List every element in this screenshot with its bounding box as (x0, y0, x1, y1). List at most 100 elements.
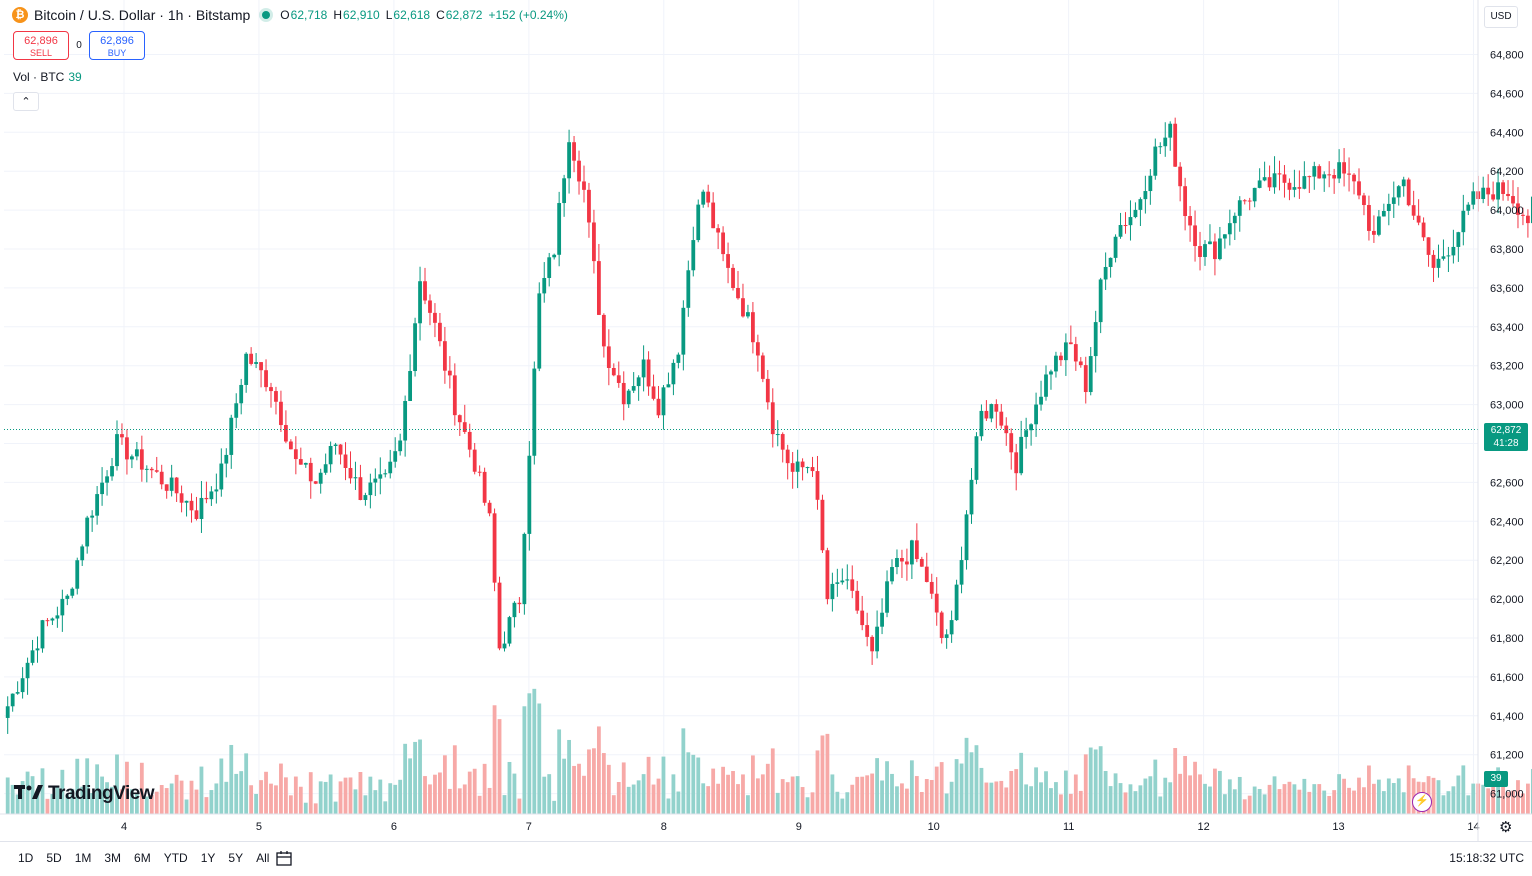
candle-body (343, 454, 348, 468)
volume-bar (1044, 771, 1048, 814)
range-all[interactable]: All (256, 851, 270, 865)
candle-body (751, 312, 755, 343)
volume-bar (636, 780, 641, 814)
volume-bar (1168, 782, 1173, 814)
time-tick-label: 10 (928, 821, 940, 833)
range-5y[interactable]: 5Y (228, 851, 244, 865)
volume-bar (895, 786, 899, 814)
volume-bar (80, 786, 85, 814)
range-1d[interactable]: 1D (18, 851, 34, 865)
candle-body (552, 254, 557, 258)
symbol-header: ₿ Bitcoin / U.S. Dollar · 1h · Bitstamp … (12, 7, 568, 23)
candle-body (537, 293, 542, 369)
time-tick-label: 11 (1063, 821, 1074, 833)
volume-bar (229, 744, 234, 814)
buy-button[interactable]: 62,896 BUY (89, 31, 145, 60)
candle-body (40, 620, 45, 649)
volume-bar (865, 775, 870, 814)
range-6m[interactable]: 6M (134, 851, 151, 865)
volume-bar (1213, 768, 1217, 814)
volume-bar (1267, 784, 1272, 814)
volume-bar (1198, 774, 1202, 814)
time-tick-label: 6 (391, 821, 397, 833)
candle-body (1317, 166, 1322, 179)
volume-bar (1526, 783, 1530, 814)
candle-body (1178, 166, 1183, 187)
candle-body (1496, 182, 1500, 200)
volume-bar (751, 755, 755, 814)
volume-bar (433, 774, 437, 814)
candle-body (408, 371, 413, 402)
volume-bar (1083, 754, 1088, 814)
range-5d[interactable]: 5D (46, 851, 62, 865)
candle-body (621, 382, 626, 405)
candle-body (497, 582, 502, 649)
volume-bar (1357, 777, 1361, 814)
candle-body (293, 449, 298, 460)
volume-bar (90, 793, 95, 814)
volume-bar (686, 752, 691, 814)
volume-bar (1302, 778, 1307, 814)
price-tick-label: 64,200 (1490, 166, 1524, 178)
candle-body (418, 281, 422, 324)
candle-body (1188, 216, 1192, 226)
candle-body (1039, 396, 1043, 405)
volume-bar (1019, 752, 1024, 814)
market-status-icon[interactable] (262, 11, 271, 19)
volume-bar (731, 771, 735, 814)
volume-bar (919, 792, 924, 814)
volume-bar (880, 780, 884, 814)
candle-body (219, 463, 224, 490)
volume-legend[interactable]: Vol · BTC 39 (13, 70, 82, 84)
volume-bar (547, 774, 552, 814)
volume-bars (5, 688, 1532, 814)
gear-icon[interactable]: ⚙ (1499, 819, 1513, 836)
candle-body (1242, 200, 1247, 202)
range-1y[interactable]: 1Y (200, 851, 216, 865)
volume-bar (696, 757, 701, 814)
volume-bar (835, 791, 840, 814)
candle-body (1059, 355, 1063, 361)
candle-body (1461, 210, 1466, 233)
candle-body (1034, 404, 1038, 425)
candle-body (741, 298, 745, 317)
range-3m[interactable]: 3M (104, 851, 122, 865)
volume-bar (65, 795, 70, 814)
price-tick-label: 63,800 (1490, 244, 1524, 256)
volume-bar (284, 777, 288, 814)
currency-selector[interactable]: USD (1484, 6, 1518, 28)
volume-bar (1496, 767, 1500, 814)
volume-bar (1034, 767, 1038, 814)
lightning-icon[interactable]: ⚡ (1412, 792, 1432, 812)
candle-body (1247, 200, 1252, 202)
change-value: +152 (+0.24%) (488, 8, 568, 22)
symbol-title[interactable]: Bitcoin / U.S. Dollar · 1h · Bitstamp (34, 7, 251, 23)
candle-body (592, 222, 596, 262)
candle-body (204, 497, 209, 500)
candle-body (969, 479, 974, 515)
range-1m[interactable]: 1M (74, 851, 92, 865)
candle-body (596, 261, 601, 315)
candle-body (646, 359, 651, 387)
volume-bar (1521, 793, 1525, 814)
bitcoin-icon[interactable]: ₿ (12, 7, 28, 23)
tradingview-logo[interactable]: TradingView (14, 783, 155, 805)
candle-body (1153, 146, 1158, 176)
volume-bar (408, 758, 413, 814)
collapse-legend-button[interactable]: ⌃ (13, 92, 39, 111)
utc-clock[interactable]: 15:18:32 UTC (1449, 851, 1524, 865)
candle-body (661, 387, 666, 416)
candle-body (1277, 173, 1282, 175)
candle-body (1312, 166, 1317, 177)
volume-bar (790, 776, 795, 814)
volume-bar (462, 784, 467, 814)
volume-bar (1262, 794, 1267, 814)
volume-bar (179, 780, 184, 814)
time-axis[interactable]: 4 5 6 7 8 9 10 11 12 13 14 (121, 821, 1480, 833)
candle-body (929, 581, 934, 594)
sell-button[interactable]: 62,896 SELL (13, 31, 69, 60)
range-ytd[interactable]: YTD (163, 851, 188, 865)
candle-body (1183, 186, 1188, 217)
calendar-icon[interactable] (276, 850, 294, 870)
